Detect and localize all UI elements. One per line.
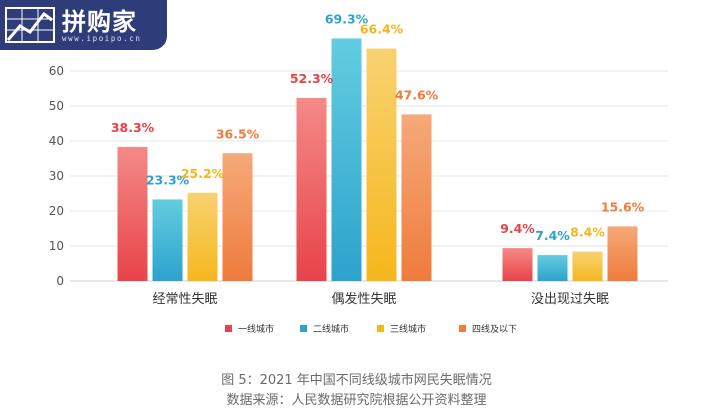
- legend-item: 四线及以下: [459, 323, 517, 335]
- bar: [502, 248, 533, 281]
- data-labels: 38.3% 23.3%25.2% 36.5% 52.3% 69.3%66.4% 47.6%…: [111, 11, 645, 243]
- legend-swatch: [377, 325, 384, 332]
- bar: [572, 251, 603, 281]
- legend-swatch: [459, 325, 466, 332]
- bar: [366, 48, 397, 281]
- y-tick-label: 60: [49, 64, 64, 78]
- x-axis: 经常性失眠 偶发性失眠 没出现过失眠: [152, 291, 609, 307]
- bar: [222, 153, 253, 281]
- data-label: 66.4%: [360, 22, 404, 37]
- chart-trend-icon: [5, 7, 55, 43]
- bar: [537, 255, 568, 281]
- y-tick-label: 10: [49, 239, 64, 253]
- data-label: 23.3%: [146, 172, 190, 187]
- bar: [296, 97, 327, 281]
- data-label: 52.3%: [290, 71, 334, 86]
- legend-label: 三线城市: [390, 323, 426, 335]
- bar: [401, 114, 432, 282]
- category-label: 经常性失眠: [152, 292, 217, 307]
- data-label: 9.4%: [500, 221, 535, 236]
- data-label: 7.4%: [535, 228, 570, 243]
- figure-caption: 图 5：2021 年中国不同线级城市网民失眠情况: [221, 373, 492, 388]
- category-label: 偶发性失眠: [331, 291, 396, 307]
- legend-label: 二线城市: [313, 323, 349, 335]
- source-note: 数据来源：人民数据研究院根据公开资料整理: [226, 393, 487, 408]
- y-tick-label: 40: [49, 134, 64, 148]
- logo-url: www.ipoipo.cn: [62, 34, 142, 43]
- legend-swatch: [300, 325, 307, 332]
- bar: [607, 226, 638, 281]
- data-label: 25.2%: [181, 166, 225, 181]
- legend-item: 三线城市: [377, 323, 426, 335]
- y-tick-label: 0: [56, 274, 64, 288]
- legend-label: 四线及以下: [472, 323, 517, 335]
- bar: [331, 38, 362, 282]
- bars: [117, 38, 638, 282]
- data-label: 36.5%: [216, 126, 260, 141]
- data-label: 8.4%: [570, 225, 605, 240]
- legend-swatch: [225, 325, 232, 332]
- legend-item: 二线城市: [300, 323, 349, 335]
- y-tick-label: 30: [49, 169, 64, 183]
- category-label: 没出现过失眠: [531, 292, 609, 307]
- data-label: 15.6%: [601, 199, 645, 214]
- watermark-logo: 拼购家 www.ipoipo.cn: [0, 0, 167, 50]
- y-tick-label: 50: [49, 99, 64, 113]
- legend: 一线城市 二线城市 三线城市 四线及以下: [225, 323, 517, 335]
- y-axis: 0 10 20 30 40 50 60: [49, 64, 64, 288]
- data-label: 69.3%: [325, 11, 369, 26]
- bar: [152, 199, 183, 281]
- bar: [117, 146, 148, 281]
- legend-label: 一线城市: [238, 323, 274, 335]
- y-tick-label: 20: [49, 204, 64, 218]
- data-label: 47.6%: [395, 87, 439, 102]
- bar: [187, 192, 218, 281]
- data-label: 38.3%: [111, 120, 155, 135]
- logo-text: 拼购家: [62, 8, 137, 36]
- legend-item: 一线城市: [225, 323, 274, 335]
